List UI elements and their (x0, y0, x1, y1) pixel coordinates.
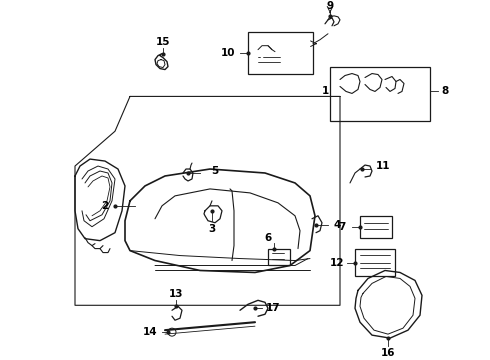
Text: 1: 1 (321, 86, 329, 96)
Text: 9: 9 (326, 1, 334, 11)
Text: 16: 16 (381, 348, 395, 358)
Text: 5: 5 (211, 166, 219, 176)
Text: 10: 10 (221, 48, 235, 58)
Text: 7: 7 (338, 222, 345, 232)
Text: 8: 8 (441, 86, 449, 96)
Text: 17: 17 (266, 303, 280, 313)
Text: 13: 13 (169, 289, 183, 300)
Text: 2: 2 (101, 201, 109, 211)
Text: 14: 14 (143, 327, 157, 337)
Text: 11: 11 (376, 161, 390, 171)
Text: 3: 3 (208, 224, 216, 234)
Text: 12: 12 (330, 257, 344, 267)
Text: 4: 4 (333, 220, 341, 230)
Text: 6: 6 (265, 233, 271, 243)
Text: 15: 15 (156, 37, 170, 47)
